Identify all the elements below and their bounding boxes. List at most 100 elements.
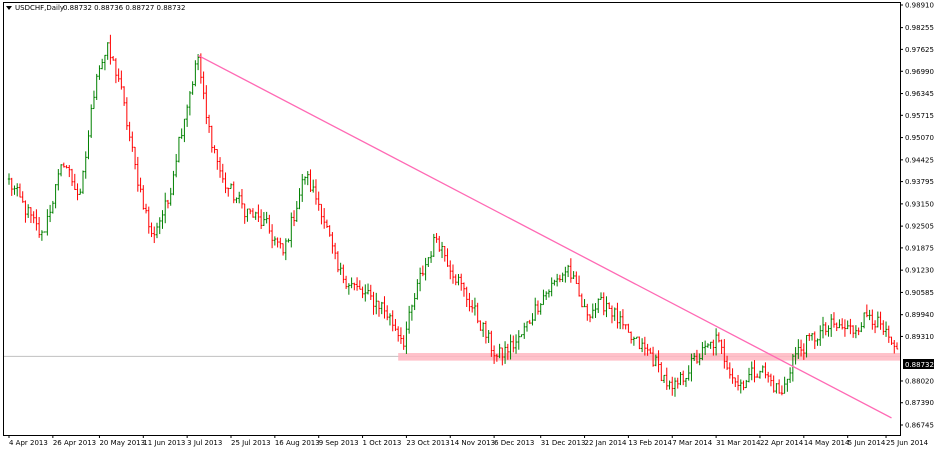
ohlc-bar xyxy=(465,286,468,307)
ohlc-bar xyxy=(18,183,22,198)
ohlc-bar xyxy=(662,374,666,383)
ohlc-bar xyxy=(797,339,800,359)
support-zone[interactable] xyxy=(398,353,900,361)
ohlc-bar xyxy=(709,341,712,349)
ohlc-bar xyxy=(577,275,581,297)
ohlc-bar xyxy=(446,248,449,267)
ohlc-bar xyxy=(240,189,244,209)
y-tick-label: 0.89940 xyxy=(905,311,934,319)
ohlc-bar xyxy=(95,73,98,101)
ohlc-bar xyxy=(566,264,570,278)
ohlc-bar xyxy=(479,320,482,331)
ohlc-bar xyxy=(281,243,285,256)
ohlc-bar xyxy=(295,201,298,222)
ohlc-bar xyxy=(520,334,523,338)
x-tick-label: 14 Nov 2013 xyxy=(450,439,495,447)
ohlc-bar xyxy=(125,97,129,130)
support-zone-rect[interactable] xyxy=(398,353,900,361)
y-tick-label: 0.94425 xyxy=(905,156,934,164)
ohlc-bar xyxy=(610,305,614,324)
ohlc-bar xyxy=(862,312,866,329)
ohlc-bar xyxy=(613,307,616,321)
ohlc-bar xyxy=(534,297,537,321)
ohlc-bar xyxy=(506,343,510,360)
ohlc-bar xyxy=(65,165,68,169)
ohlc-bar xyxy=(712,339,715,356)
ohlc-bar xyxy=(268,214,271,234)
x-tick-label: 22 Apr 2014 xyxy=(760,439,804,447)
ohlc-bar xyxy=(161,210,164,229)
ohlc-bar xyxy=(454,274,457,286)
ohlc-bar xyxy=(838,319,841,329)
ohlc-bar xyxy=(128,121,131,142)
ohlc-bar xyxy=(725,355,729,371)
ohlc-bar xyxy=(391,310,394,332)
ohlc-bar xyxy=(158,217,161,235)
y-tick-label: 0.92505 xyxy=(905,223,934,231)
ohlc-bar xyxy=(169,187,172,206)
ohlc-bar xyxy=(703,340,707,356)
ohlc-bar xyxy=(572,271,575,280)
ohlc-bar xyxy=(498,343,501,359)
x-tick-label: 22 Jan 2014 xyxy=(585,439,628,447)
ohlc-bar xyxy=(388,313,392,326)
trendline[interactable] xyxy=(197,54,892,419)
ohlc-bar xyxy=(306,171,309,186)
ohlc-bar xyxy=(361,286,364,299)
ohlc-bar xyxy=(750,361,753,381)
ohlc-bar xyxy=(229,183,233,190)
ohlc-bar xyxy=(624,324,627,330)
ohlc-bar xyxy=(369,284,372,301)
trendline-stroke[interactable] xyxy=(197,54,892,419)
ohlc-bar xyxy=(602,292,605,316)
y-tick-label: 0.90585 xyxy=(905,289,934,297)
ohlc-bar xyxy=(487,329,490,343)
ohlc-bar xyxy=(344,275,348,289)
ohlc-bar xyxy=(279,237,282,249)
ohlc-bar xyxy=(339,262,342,275)
ohlc-bar xyxy=(649,347,652,354)
ohlc-bar xyxy=(10,177,13,196)
ohlc-bar xyxy=(383,296,386,319)
y-tick-label: 0.93150 xyxy=(905,200,934,208)
ohlc-bar xyxy=(405,321,408,354)
ohlc-bar xyxy=(144,203,148,214)
ohlc-bar xyxy=(695,349,699,364)
ohlc-bar xyxy=(109,34,112,65)
ohlc-bar xyxy=(753,360,756,383)
ohlc-bar xyxy=(594,303,597,318)
ohlc-bar xyxy=(843,319,847,337)
ohlc-bar xyxy=(377,300,381,317)
ohlc-bar xyxy=(616,302,619,329)
ohlc-bar xyxy=(46,209,49,236)
y-tick-label: 0.96990 xyxy=(905,68,934,76)
ohlc-bar xyxy=(756,373,759,378)
y-tick-label: 0.93795 xyxy=(905,178,934,186)
ohlc-bar xyxy=(440,241,444,259)
y-tick-label: 0.88020 xyxy=(905,377,934,385)
ohlc-bar xyxy=(470,299,474,313)
ohlc-bar xyxy=(761,365,764,373)
ohlc-bar xyxy=(347,283,351,295)
ohlc-bar xyxy=(413,293,416,311)
ohlc-bar xyxy=(555,273,559,287)
ohlc-bar xyxy=(188,91,192,116)
ohlc-bar xyxy=(232,181,235,204)
ohlc-bar xyxy=(550,277,553,297)
ohlc-bar xyxy=(731,368,734,384)
triangle-down-icon[interactable] xyxy=(6,6,12,10)
ohlc-bar xyxy=(777,379,781,394)
x-tick-label: 4 Apr 2013 xyxy=(9,439,48,447)
ohlc-bar xyxy=(525,321,529,332)
ohlc-bar xyxy=(380,301,383,315)
ohlc-bar xyxy=(59,164,63,177)
ohlc-bar xyxy=(531,313,534,326)
ohlc-bar xyxy=(92,90,96,110)
ohlc-bar xyxy=(682,370,685,386)
ohlc-bar xyxy=(679,371,682,386)
ohlc-bar xyxy=(632,336,636,346)
ohlc-bar xyxy=(640,338,644,353)
ohlc-bar xyxy=(196,54,200,71)
